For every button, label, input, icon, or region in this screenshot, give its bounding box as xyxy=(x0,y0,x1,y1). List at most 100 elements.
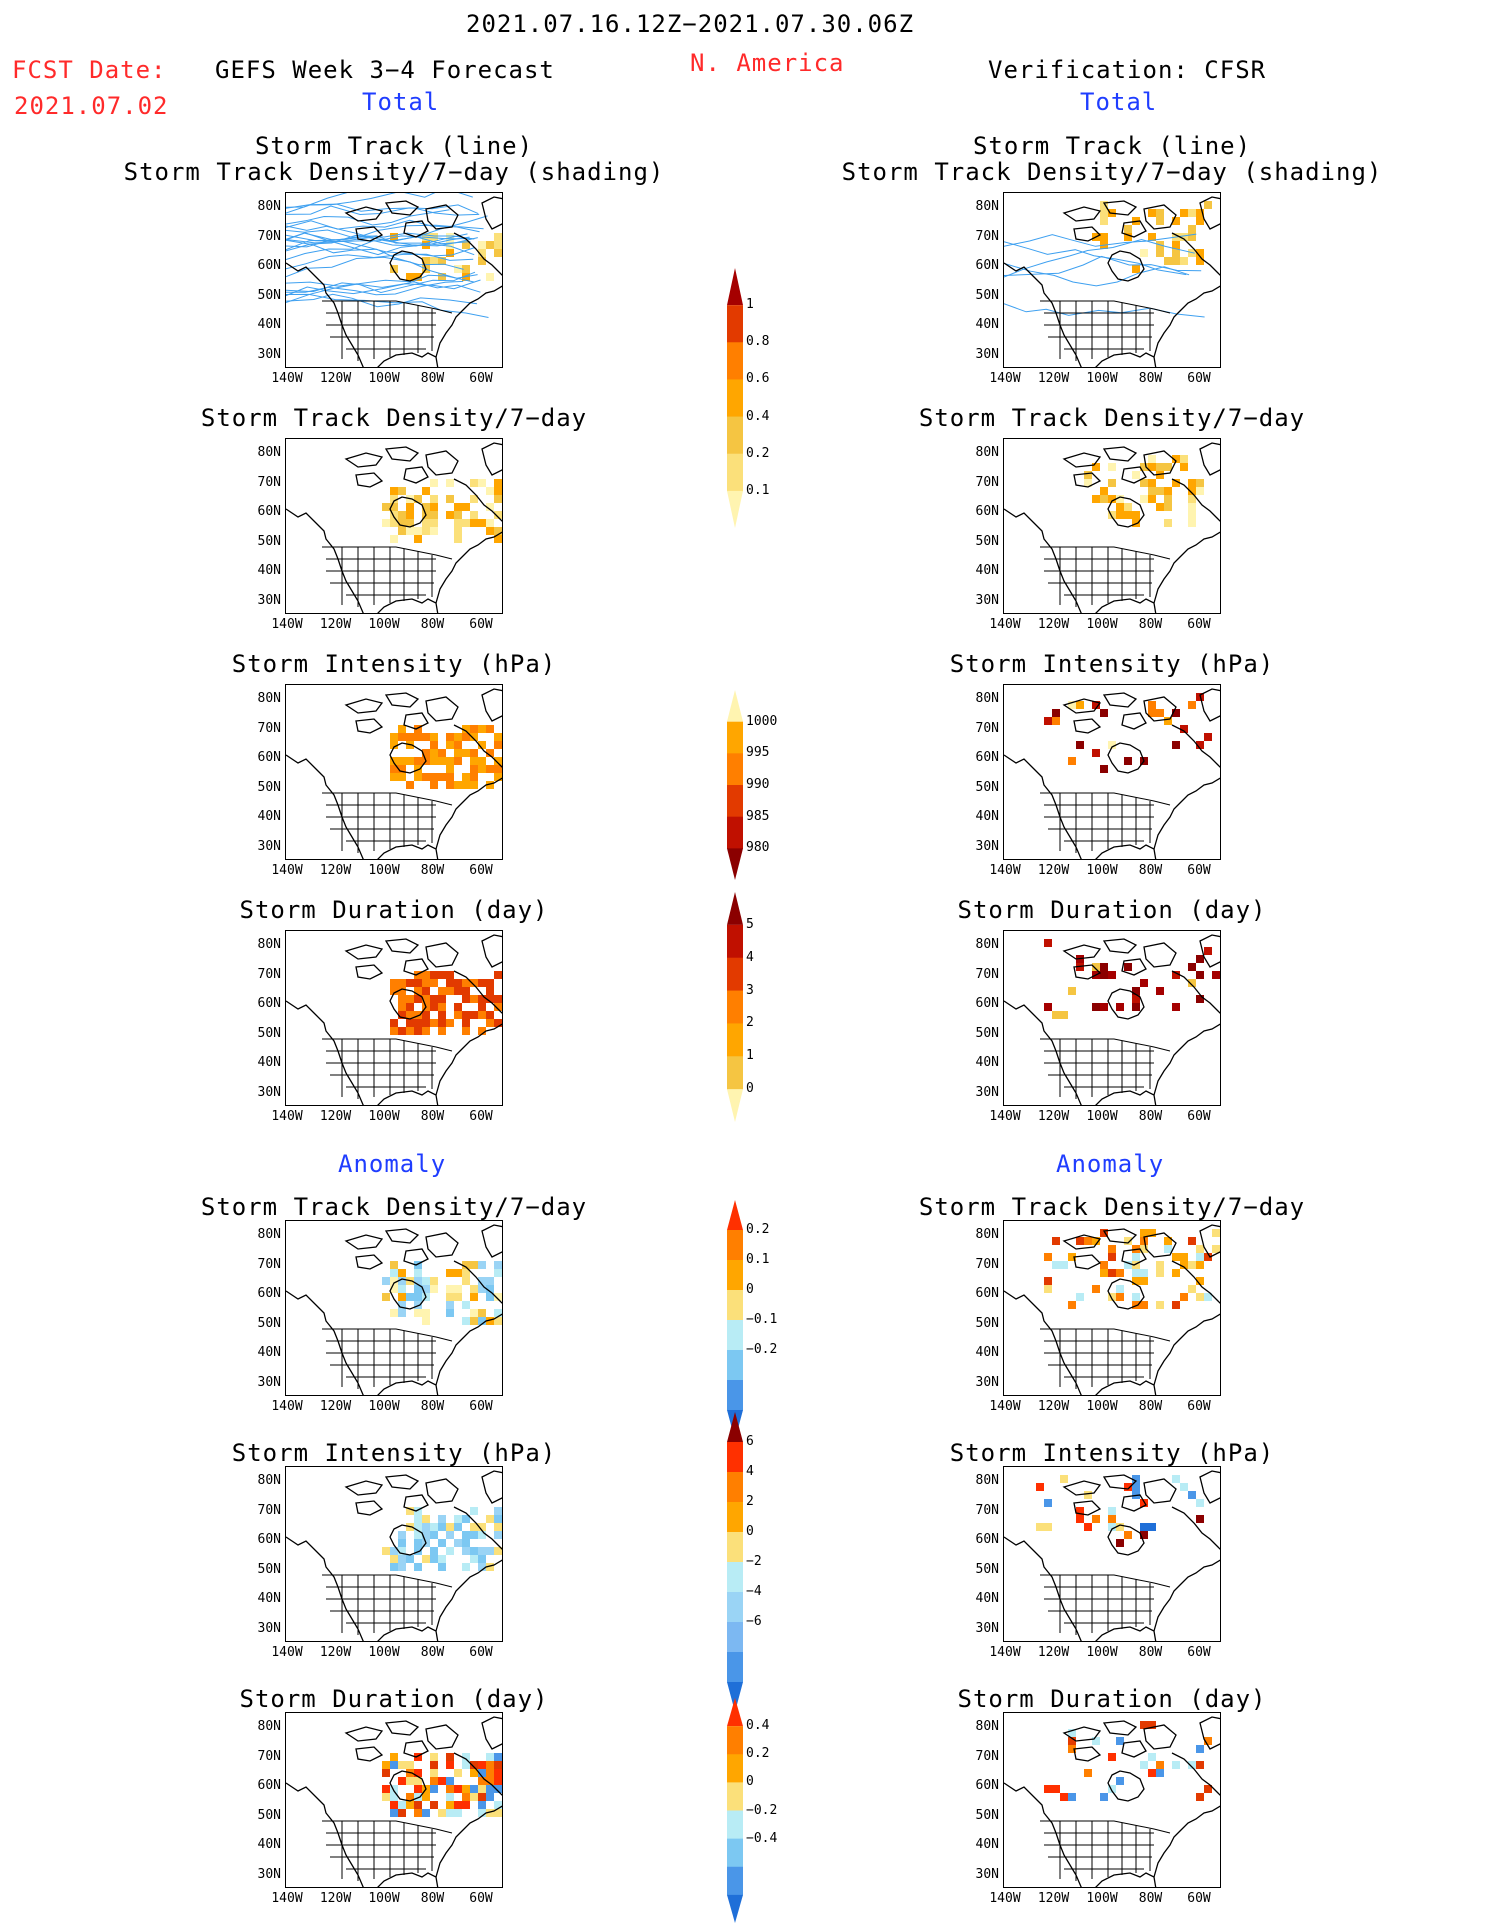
title-track-line-left: Storm Track (line) xyxy=(254,132,534,160)
fcst-density-border xyxy=(322,546,453,560)
fcst-intensity-anom-cell xyxy=(462,1515,470,1523)
fcst-duration-anom-coastline xyxy=(344,1726,384,1742)
cfsr-density-anom-coastline xyxy=(1153,1313,1220,1386)
fcst-intensity-anom-coastline xyxy=(389,1524,427,1556)
cfsr-intensity-cell xyxy=(1164,717,1172,725)
fcst-intensity-anom-lat-label: 80N xyxy=(257,1473,281,1488)
cfsr-density-anom-cell xyxy=(1060,1261,1068,1269)
fcst-density-coastline xyxy=(403,466,429,484)
cfsr-density-lon-label: 140W xyxy=(989,617,1021,632)
cfsr-intensity-anom-lon-label: 120W xyxy=(1037,1645,1070,1660)
cfsr-density-anom-cell xyxy=(1180,1253,1188,1261)
fcst-track-map-svg xyxy=(286,193,502,367)
cfsr-duration-anom-cell xyxy=(1116,1737,1124,1745)
fcst-duration-cell xyxy=(462,987,470,995)
cfsr-duration-coastline xyxy=(1073,964,1102,980)
fcst-density-anom-cell xyxy=(390,1261,398,1269)
fcst-intensity-anom-cell xyxy=(414,1547,422,1555)
fcst-intensity-coastline xyxy=(344,698,384,714)
fcst-duration-anom-lon-label: 60W xyxy=(469,1891,493,1906)
fcst-intensity-anom-cell xyxy=(478,1563,486,1571)
fcst-track-track-line xyxy=(286,293,478,308)
cfsr-intensity-anom-cell xyxy=(1092,1515,1100,1523)
cfsr-density-cell xyxy=(1092,495,1100,503)
fcst-density-cell xyxy=(486,519,494,527)
cfsr-density-anom-cell xyxy=(1172,1253,1180,1261)
fcst-track-coastline xyxy=(389,250,427,282)
fcst-density-anom-cell xyxy=(398,1293,406,1301)
fcst-density-coastline xyxy=(355,472,384,488)
fcst-duration-cell xyxy=(446,987,454,995)
title-track-shading-left: Storm Track Density/7−day (shading) xyxy=(123,158,665,186)
cfsr-intensity-cell xyxy=(1076,741,1084,749)
cfsr-intensity-coastline xyxy=(1107,742,1145,774)
cfsr-intensity-anom-lon-label: 60W xyxy=(1187,1645,1211,1660)
fcst-duration-lat-label: 30N xyxy=(257,1084,281,1100)
cfsr-duration-anom-lon-label: 100W xyxy=(1086,1891,1118,1906)
cfsr-density-cell xyxy=(1180,463,1188,471)
fcst-duration-cell xyxy=(438,1003,446,1011)
cfsr-density-anom-cell xyxy=(1196,1277,1204,1285)
fcst-density-cell xyxy=(390,503,398,511)
fcst-density-anom-cell xyxy=(486,1317,494,1325)
fcst-density-cell xyxy=(382,503,390,511)
fcst-density-anom-cell xyxy=(382,1293,390,1301)
cfsr-intensity-cell xyxy=(1052,717,1060,725)
fcst-duration-anom-cell xyxy=(486,1809,494,1817)
fcst-intensity-anom-map-svg xyxy=(286,1470,502,1641)
fcst-duration-anom-coastline xyxy=(453,1752,502,1796)
fcst-duration-cell xyxy=(414,1011,422,1019)
colorbar-segment xyxy=(727,1782,743,1811)
fcst-track-lat-label: 60N xyxy=(257,258,281,273)
cfsr-density-cell xyxy=(1084,479,1092,487)
fcst-intensity-anom-lon-label: 100W xyxy=(368,1645,400,1660)
fcst-density-anom-cell xyxy=(390,1277,398,1285)
cfsr-density-anom-cell xyxy=(1052,1237,1060,1245)
cfsr-intensity-anom-lat-label: 60N xyxy=(975,1532,999,1547)
cfsr-density-anom-cell xyxy=(1180,1293,1188,1301)
fcst-duration-coastline xyxy=(286,1000,364,1105)
colorbar-segment xyxy=(727,268,743,306)
fcst-intensity-anom-map xyxy=(285,1466,503,1642)
cfsr-intensity-coastline xyxy=(1102,692,1138,708)
colorbar-segment xyxy=(727,1200,743,1230)
cfsr-density-anom-cell xyxy=(1100,1261,1108,1269)
fcst-track-lon-label: 60W xyxy=(469,371,493,386)
fcst-density-cell xyxy=(470,479,478,487)
cfsr-track-coastline xyxy=(1153,285,1220,358)
fcst-track-coastline xyxy=(355,226,384,242)
fcst-track-cell xyxy=(486,273,494,281)
fcst-intensity-anom-lat-label: 30N xyxy=(257,1620,281,1636)
fcst-density-anom-cell xyxy=(390,1309,398,1317)
fcst-density-cell xyxy=(414,527,422,535)
fcst-duration-anom-cell xyxy=(446,1801,454,1809)
fcst-duration-anom-coastline xyxy=(377,1872,439,1887)
fcst-intensity-anom-lat-label: 60N xyxy=(257,1532,281,1547)
cfsr-density-anom-cell xyxy=(1212,1229,1220,1237)
cfsr-density-anom-coastline xyxy=(1199,1224,1220,1258)
colorbar-label: 1000 xyxy=(746,713,778,729)
cfsr-intensity-anom-coastline xyxy=(1062,1480,1102,1496)
fcst-intensity-anom-cell xyxy=(470,1523,478,1531)
fcst-intensity-anom-cell xyxy=(430,1547,438,1555)
fcst-track-coastline xyxy=(481,196,502,230)
colorbar-label: 0 xyxy=(746,1282,754,1297)
fcst-density-cell xyxy=(390,487,398,495)
cfsr-density-cell xyxy=(1164,463,1172,471)
cfsr-density-lat-label: 80N xyxy=(975,445,999,460)
cfsr-density-anom-cell xyxy=(1116,1269,1124,1277)
cfsr-duration-anom-coastline xyxy=(1062,1726,1102,1742)
colorbar-segment xyxy=(727,1056,743,1090)
fcst-track-coastline xyxy=(403,220,429,238)
fcst-density-cell xyxy=(462,519,470,527)
cfsr-density-anom-cell xyxy=(1196,1245,1204,1253)
colorbar-segment xyxy=(727,342,743,380)
cfsr-track-cell xyxy=(1156,249,1164,257)
fcst-duration-cell xyxy=(494,995,502,1003)
cfsr-duration-coastline xyxy=(1102,938,1138,954)
cfsr-duration-anom-cell xyxy=(1044,1785,1052,1793)
cfsr-duration-anom-lon-label: 140W xyxy=(989,1891,1021,1906)
fcst-density-cell xyxy=(430,527,438,535)
fcst-track-lon-label: 120W xyxy=(319,371,352,386)
fcst-intensity-anom-cell xyxy=(398,1547,406,1555)
